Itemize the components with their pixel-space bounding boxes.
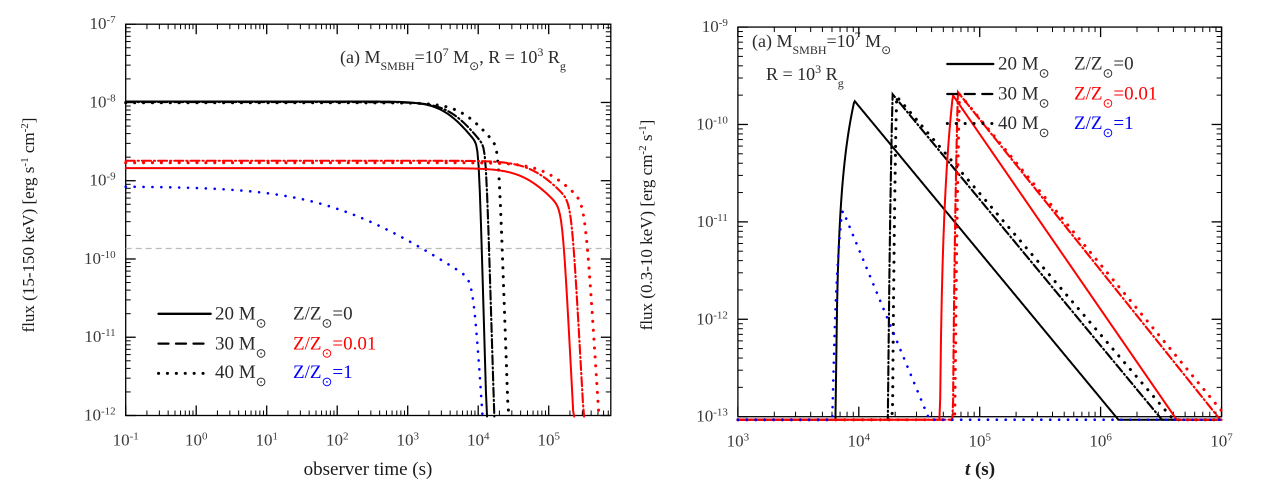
svg-text:flux (15-150 keV) [erg s-1 cm-: flux (15-150 keV) [erg s-1 cm-2] xyxy=(19,118,38,333)
svg-text:t (s): t (s) xyxy=(965,459,995,480)
svg-text:observer time (s): observer time (s) xyxy=(304,459,433,480)
